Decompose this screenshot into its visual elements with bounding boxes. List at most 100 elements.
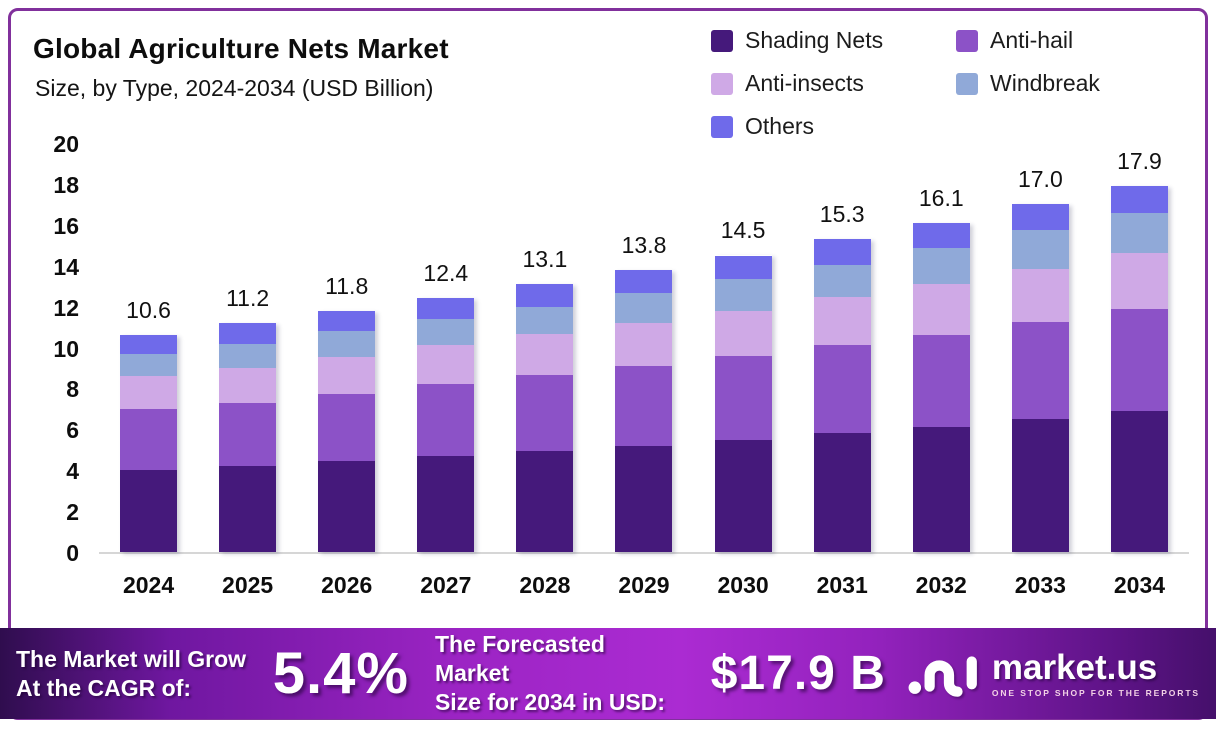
bar-segment-anti-insects-2028 <box>516 334 574 376</box>
bar-slot-2027: 12.4 2027 <box>396 145 495 598</box>
legend: Shading Nets Anti-hail Anti-insects Windbre… <box>711 27 1191 140</box>
bar-segment-anti-hail-2032 <box>912 335 970 428</box>
bar-value-label-2031: 15.3 <box>819 201 865 228</box>
legend-item-anti-insects: Anti-insects <box>711 70 946 97</box>
bar-value-label-2029: 13.8 <box>621 231 667 258</box>
bar-segment-anti-insects-2029 <box>615 322 673 366</box>
bar-segment-others-2026 <box>318 310 376 332</box>
x-axis-label-2024: 2024 <box>122 572 175 598</box>
bar-segment-anti-hail-2034 <box>1110 308 1168 411</box>
bar-segment-windbreak-2031 <box>813 264 871 298</box>
stacked-bar-2025 <box>219 323 277 552</box>
marketus-logo-name: market.us <box>991 647 1158 687</box>
stacked-bar-2028 <box>516 284 574 552</box>
bar-segment-anti-hail-2028 <box>516 375 574 451</box>
x-axis-label-2030: 2030 <box>717 572 769 598</box>
y-axis-tick-8: 8 <box>66 376 79 403</box>
marketus-logo-tagline: ONE STOP SHOP FOR THE REPORTS <box>991 687 1200 698</box>
y-axis-tick-6: 6 <box>66 417 79 444</box>
bar-segment-anti-insects-2032 <box>912 284 970 336</box>
bar-value-label-2033: 17.0 <box>1017 166 1063 193</box>
bar-segment-shading-nets-2034 <box>1110 410 1168 552</box>
chart-title: Global Agriculture Nets Market <box>33 33 449 64</box>
y-axis-tick-20: 20 <box>53 131 79 157</box>
y-axis-tick-14: 14 <box>53 253 79 280</box>
bar-segment-anti-hail-2024 <box>120 408 178 471</box>
bar-slot-2026: 11.8 2026 <box>297 145 396 598</box>
bar-segment-shading-nets-2024 <box>120 470 178 552</box>
bar-segment-shading-nets-2028 <box>516 450 574 552</box>
bar-segment-anti-hail-2033 <box>1011 321 1069 420</box>
bar-segment-anti-insects-2026 <box>318 356 376 394</box>
stacked-bar-2034 <box>1110 185 1168 552</box>
chart-card: Global Agriculture Nets Market Size, by … <box>8 8 1208 720</box>
bar-segment-others-2032 <box>912 222 970 249</box>
marketus-logo-text: market.us ONE STOP SHOP FOR THE REPORTS <box>992 650 1200 698</box>
stacked-bar-2024 <box>120 335 178 552</box>
bar-segment-windbreak-2028 <box>516 306 574 335</box>
bar-segment-windbreak-2033 <box>1011 229 1069 269</box>
legend-item-shading-nets: Shading Nets <box>711 27 946 54</box>
bar-value-label-2024: 10.6 <box>126 297 171 324</box>
legend-item-others: Others <box>711 113 946 140</box>
x-axis-label-2026: 2026 <box>321 572 373 598</box>
footer-banner: The Market will Grow At the CAGR of: 5.4… <box>0 628 1216 719</box>
bar-segment-anti-hail-2026 <box>318 393 376 461</box>
marketus-logo: market.us ONE STOP SHOP FOR THE REPORTS <box>908 645 1200 703</box>
bar-segment-anti-insects-2027 <box>417 345 475 385</box>
legend-swatch-others <box>711 115 733 138</box>
bar-segment-anti-insects-2025 <box>219 367 277 403</box>
stacked-bar-2031 <box>813 239 871 552</box>
bar-segment-anti-hail-2025 <box>219 402 277 467</box>
stacked-bar-2033 <box>1011 204 1069 552</box>
bar-segment-others-2031 <box>813 239 871 265</box>
bar-segment-windbreak-2034 <box>1110 212 1168 254</box>
legend-label: Shading Nets <box>745 27 884 53</box>
x-axis-label-2033: 2033 <box>1014 572 1066 598</box>
y-axis-tick-4: 4 <box>66 458 79 485</box>
bar-value-label-2027: 12.4 <box>423 260 469 287</box>
bar-segment-others-2034 <box>1110 185 1168 213</box>
bar-segment-windbreak-2026 <box>318 331 376 357</box>
stacked-bar-2030 <box>714 255 772 552</box>
bar-segment-others-2028 <box>516 284 574 307</box>
x-axis-label-2031: 2031 <box>816 572 868 598</box>
bar-segment-others-2024 <box>120 335 178 354</box>
y-axis-tick-18: 18 <box>53 171 79 198</box>
cagr-label-line1: The Market will Grow <box>16 645 247 672</box>
forecast-value: $17.9 B <box>710 647 886 700</box>
bar-segment-anti-insects-2031 <box>813 297 871 346</box>
bar-segment-windbreak-2024 <box>120 353 178 377</box>
bar-segment-shading-nets-2027 <box>417 455 475 552</box>
bar-segment-shading-nets-2026 <box>318 461 376 552</box>
bar-slot-2029: 13.8 2029 <box>594 145 693 598</box>
chart-subtitle: Size, by Type, 2024-2034 (USD Billion) <box>35 75 434 101</box>
bar-segment-shading-nets-2033 <box>1011 419 1069 552</box>
legend-swatch-anti-insects <box>711 72 733 95</box>
y-axis-tick-0: 0 <box>66 540 79 566</box>
bar-segment-anti-insects-2034 <box>1110 253 1168 309</box>
bar-slot-2033: 17.0 2033 <box>991 145 1090 598</box>
bar-segment-shading-nets-2032 <box>912 427 970 552</box>
bar-segment-others-2027 <box>417 298 475 319</box>
bar-segment-anti-insects-2033 <box>1011 268 1069 322</box>
bar-segment-anti-hail-2027 <box>417 384 475 456</box>
legend-swatch-windbreak <box>956 72 978 95</box>
bar-segment-anti-hail-2029 <box>615 365 673 446</box>
bar-segment-anti-hail-2030 <box>714 355 772 440</box>
bar-segment-shading-nets-2029 <box>615 445 673 552</box>
x-axis-label-2028: 2028 <box>519 572 571 598</box>
stacked-bar-2029 <box>615 269 673 552</box>
bar-segment-shading-nets-2030 <box>714 439 772 552</box>
bar-slot-2028: 13.1 2028 <box>495 145 594 598</box>
forecast-label-line2: Size for 2034 in USD: <box>434 688 666 715</box>
y-axis-tick-10: 10 <box>53 335 79 362</box>
x-axis-label-2025: 2025 <box>222 572 274 598</box>
bar-value-label-2026: 11.8 <box>325 272 369 299</box>
bar-value-label-2032: 16.1 <box>918 184 964 211</box>
bar-segment-others-2033 <box>1011 204 1069 230</box>
bar-slot-2034: 17.9 2034 <box>1090 145 1189 598</box>
stacked-bar-2026 <box>318 310 376 552</box>
bar-segment-windbreak-2027 <box>417 318 475 346</box>
